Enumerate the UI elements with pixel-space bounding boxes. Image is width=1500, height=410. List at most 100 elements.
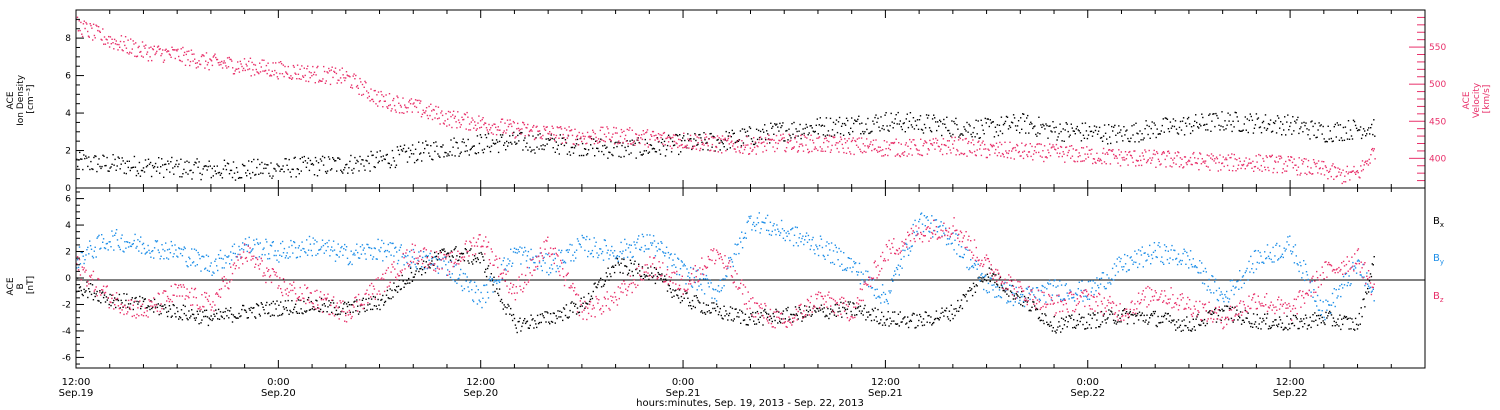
data-point (1034, 125, 1036, 127)
data-point (551, 321, 554, 323)
data-point (1086, 137, 1089, 140)
data-point (1089, 149, 1091, 151)
data-point (1126, 129, 1128, 131)
data-point (549, 139, 551, 141)
data-point (315, 254, 317, 256)
data-point (808, 306, 811, 308)
data-point (280, 168, 282, 170)
data-point (1229, 308, 1232, 310)
data-point (853, 303, 855, 305)
data-point (944, 123, 946, 125)
data-point (1011, 284, 1014, 287)
data-point (525, 126, 527, 129)
data-point (292, 252, 294, 254)
data-point (728, 314, 730, 317)
data-point (836, 147, 838, 150)
data-point (504, 122, 506, 124)
data-point (226, 67, 228, 69)
data-point (707, 149, 709, 151)
data-point (362, 159, 364, 161)
data-point (307, 80, 310, 83)
data-point (217, 62, 219, 64)
data-point (1199, 324, 1201, 327)
data-point (1195, 318, 1197, 320)
data-point (78, 287, 81, 289)
data-point (501, 118, 504, 120)
data-point (1203, 318, 1206, 321)
data-point (1228, 120, 1230, 122)
data-point (579, 138, 581, 140)
data-point (941, 143, 943, 146)
data-point (137, 172, 140, 175)
data-point (915, 148, 918, 150)
data-point (1045, 123, 1047, 125)
data-point (317, 162, 320, 164)
data-point (789, 318, 791, 320)
data-point (190, 315, 192, 317)
data-point (914, 144, 916, 146)
data-point (1226, 305, 1229, 308)
data-point (225, 307, 227, 310)
data-point (211, 64, 214, 67)
data-point (150, 175, 153, 178)
data-point (871, 144, 874, 146)
data-point (459, 152, 461, 155)
data-point (251, 61, 253, 64)
data-point (412, 248, 415, 251)
data-point (1067, 130, 1069, 133)
data-point (621, 252, 623, 255)
data-point (826, 139, 828, 142)
data-point (460, 124, 462, 126)
data-point (1342, 169, 1344, 171)
data-point (1248, 158, 1251, 160)
data-point (79, 29, 81, 32)
data-point (589, 253, 592, 255)
data-point (1060, 146, 1063, 148)
data-point (278, 304, 280, 306)
data-point (504, 268, 506, 270)
data-point (148, 249, 150, 252)
data-point (345, 249, 347, 251)
data-point (507, 303, 509, 306)
data-point (859, 123, 861, 125)
data-point (805, 316, 807, 318)
data-point (237, 177, 240, 179)
data-point (1038, 316, 1041, 319)
data-point (275, 308, 277, 310)
data-point (783, 137, 785, 139)
data-point (685, 292, 687, 295)
data-point (192, 60, 194, 62)
data-point (475, 129, 477, 131)
data-point (631, 129, 633, 131)
data-point (856, 314, 858, 316)
data-point (347, 263, 350, 266)
data-point (673, 295, 675, 297)
data-point (956, 310, 958, 312)
data-point (204, 309, 206, 312)
data-point (924, 127, 927, 129)
data-point (253, 307, 255, 309)
data-point (968, 150, 971, 152)
data-point (1350, 171, 1353, 173)
data-point (370, 298, 373, 300)
data-point (86, 157, 88, 159)
data-point (1364, 161, 1366, 164)
data-point (920, 154, 923, 156)
data-point (271, 177, 273, 179)
data-point (1180, 330, 1182, 332)
data-point (648, 278, 650, 281)
data-point (178, 318, 180, 320)
data-point (911, 126, 914, 128)
data-point (298, 78, 300, 80)
data-point (840, 138, 843, 141)
data-point (303, 67, 305, 69)
data-point (1116, 157, 1118, 159)
data-point (717, 138, 719, 141)
data-point (760, 312, 762, 314)
data-point (424, 272, 427, 274)
data-point (935, 310, 938, 312)
data-point (442, 249, 444, 251)
data-point (696, 144, 698, 146)
data-point (1296, 169, 1298, 171)
data-point (1006, 152, 1008, 154)
